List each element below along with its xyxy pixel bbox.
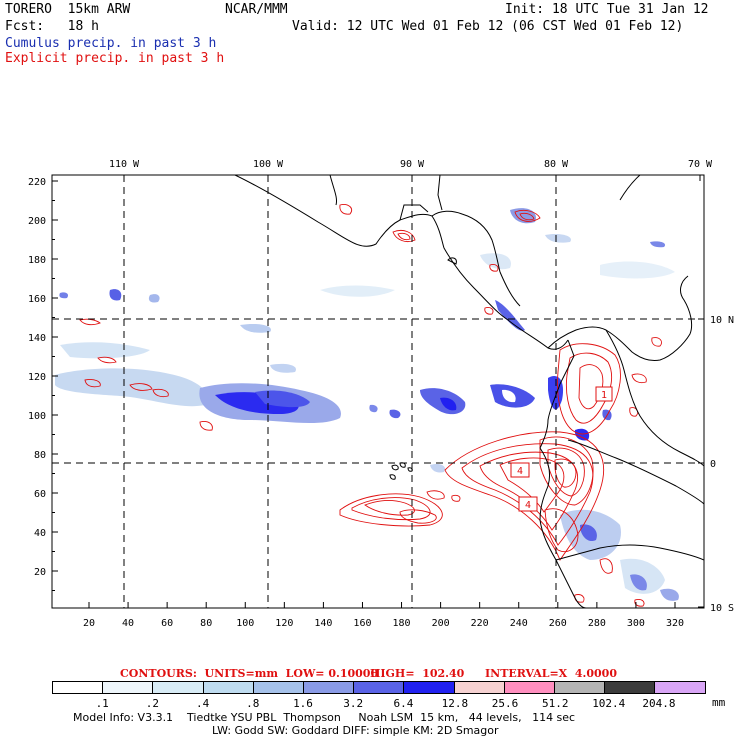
colorbar-swatch	[353, 681, 405, 694]
colorbar-swatch	[202, 681, 254, 694]
colorbar-tick-label: 102.4	[592, 697, 626, 710]
lat-label: 0	[710, 459, 716, 470]
lon-label: 100 W	[253, 159, 284, 170]
lon-label: 70 W	[688, 159, 713, 170]
y-tick-label: 180	[28, 255, 46, 266]
contour-interval: INTERVAL=X 4.0000	[485, 667, 617, 680]
y-tick-label: 220	[28, 177, 46, 188]
x-tick-label: 300	[627, 618, 645, 629]
explicit-precip-contours	[79, 204, 663, 607]
forecast-hour: Fcst: 18 h	[5, 19, 99, 34]
colorbar-tick-label: 1.6	[293, 697, 313, 710]
lon-label: 80 W	[544, 159, 569, 170]
model-info-line2: LW: Godd SW: Goddard DIFF: simple KM: 2D…	[212, 724, 499, 737]
x-tick-label: 40	[122, 618, 134, 629]
x-tick-label: 280	[588, 618, 606, 629]
contour-label: 4	[525, 500, 531, 511]
contour-label: 4	[517, 466, 523, 477]
colorbar-swatch	[554, 681, 606, 694]
cumulus-precip-areas	[55, 208, 679, 601]
colorbar-tick-label: .2	[145, 697, 160, 710]
contour-label: 1	[601, 390, 607, 401]
contour-high: HIGH= 102.40	[370, 667, 465, 680]
x-tick-label: 140	[314, 618, 332, 629]
coastlines	[234, 175, 704, 608]
org-label: NCAR/MMM	[225, 2, 288, 17]
init-time: Init: 18 UTC Tue 31 Jan 12	[505, 2, 709, 17]
colorbar-tick-label: 6.4	[393, 697, 414, 710]
colorbar-tick-label: 3.2	[343, 697, 364, 710]
colorbar-swatch	[453, 681, 505, 694]
contour-units-info: CONTOURS: UNITS=mm LOW= 0.10000	[120, 667, 379, 680]
model-info-line1: Model Info: V3.3.1 Tiedtke YSU PBL Thomp…	[73, 711, 576, 724]
y-tick-label: 100	[28, 411, 46, 422]
x-tick-label: 200	[432, 618, 450, 629]
colorbar-swatch	[52, 681, 104, 694]
y-tick-label: 140	[28, 333, 46, 344]
lon-label: 110 W	[109, 159, 140, 170]
y-tick-label: 200	[28, 216, 46, 227]
colorbar-swatch	[403, 681, 455, 694]
colorbar-unit: mm	[712, 696, 726, 709]
x-tick-label: 100	[236, 618, 254, 629]
x-tick-label: 120	[275, 618, 293, 629]
x-tick-label: 220	[471, 618, 489, 629]
y-tick-label: 80	[34, 450, 46, 461]
x-tick-label: 80	[200, 618, 212, 629]
x-tick-label: 260	[549, 618, 567, 629]
y-tick-label: 40	[34, 528, 46, 539]
colorbar-tick-label: 51.2	[542, 697, 569, 710]
colorbar-tick-label: 204.8	[642, 697, 676, 710]
graticule	[52, 175, 704, 608]
x-tick-label: 180	[393, 618, 411, 629]
y-tick-label: 20	[34, 567, 46, 578]
colorbar-swatch	[252, 681, 304, 694]
colorbar-swatch	[503, 681, 555, 694]
x-tick-label: 320	[666, 618, 684, 629]
colorbar-swatch	[654, 681, 706, 694]
y-tick-label: 120	[28, 372, 46, 383]
x-tick-label: 20	[83, 618, 95, 629]
colorbar-tick-label: .4	[195, 697, 210, 710]
colorbar-tick-label: 25.6	[491, 697, 519, 710]
colorbar-swatch	[604, 681, 656, 694]
colorbar-swatch	[152, 681, 204, 694]
map-frame	[51, 174, 705, 609]
valid-time: Valid: 12 UTC Wed 01 Feb 12 (06 CST Wed …	[292, 19, 684, 34]
colorbar-swatch	[303, 681, 355, 694]
lon-label: 90 W	[400, 159, 425, 170]
colorbar-swatch	[102, 681, 154, 694]
colorbar-tick-label: .8	[246, 697, 260, 710]
explicit-legend: Explicit precip. in past 3 h	[5, 51, 225, 66]
colorbar-tick-label: 12.8	[441, 697, 469, 710]
colorbar-tick-label: .1	[95, 697, 109, 710]
x-tick-label: 240	[510, 618, 528, 629]
x-tick-label: 160	[353, 618, 371, 629]
x-tick-label: 60	[161, 618, 173, 629]
axis-ticks	[52, 175, 704, 608]
model-title: TORERO 15km ARW	[5, 2, 131, 17]
y-tick-label: 60	[34, 489, 46, 500]
lat-label: 10 N	[710, 315, 734, 326]
lat-label: 10 S	[710, 603, 734, 614]
cumulus-legend: Cumulus precip. in past 3 h	[5, 36, 217, 51]
contour-label-boxes	[510, 386, 613, 512]
y-tick-label: 160	[28, 294, 46, 305]
